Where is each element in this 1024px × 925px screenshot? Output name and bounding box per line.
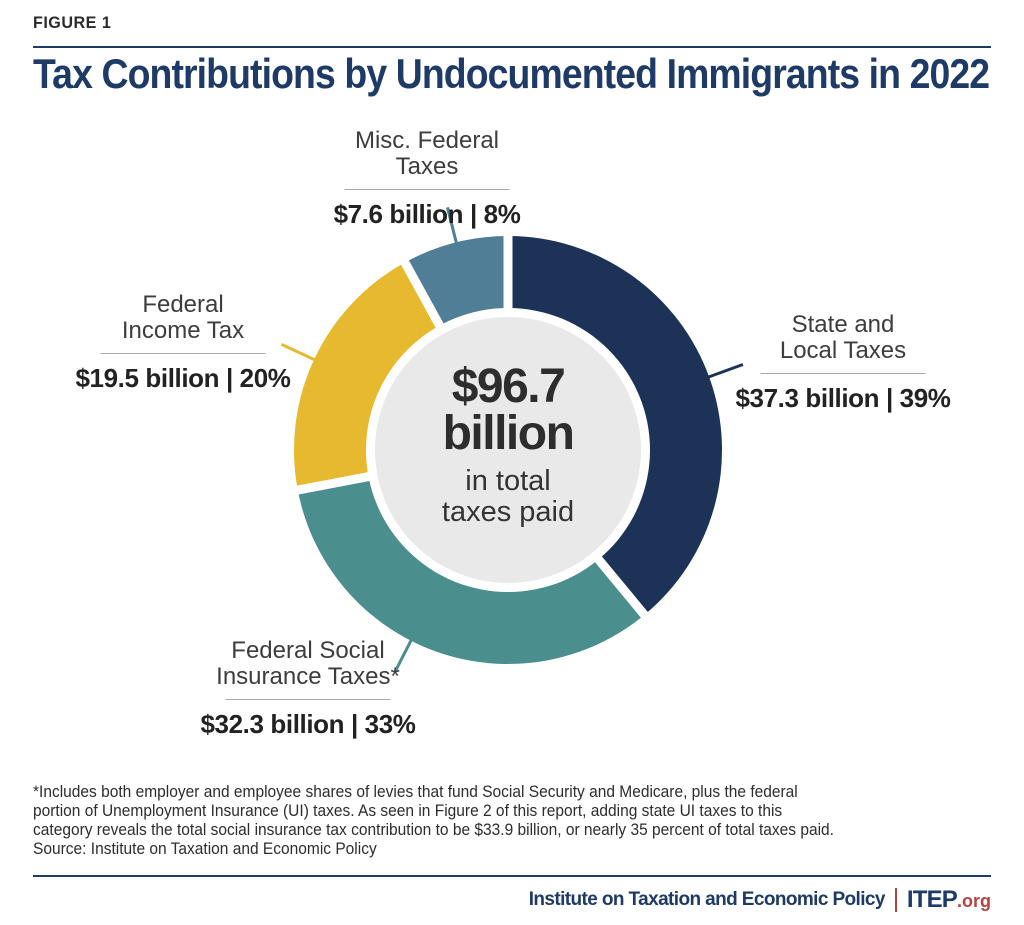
slice-label-state-and-local-taxes: State and Local Taxes $37.3 billion | 39… xyxy=(736,312,951,414)
footnote: *Includes both employer and employee sha… xyxy=(33,783,834,859)
slice-value: $7.6 billion | 8% xyxy=(333,199,521,229)
figure-number-label: FIGURE 1 xyxy=(33,13,112,32)
slice-value: $19.5 billion | 20% xyxy=(75,363,291,393)
footnote-line: portion of Unemployment Insurance (UI) t… xyxy=(33,802,783,820)
label-underline xyxy=(100,353,266,354)
header-divider xyxy=(33,46,991,48)
footnote-line: Source: Institute on Taxation and Econom… xyxy=(33,840,377,858)
leader-line-2 xyxy=(280,342,317,362)
chart-title: Tax Contributions by Undocumented Immigr… xyxy=(33,50,990,97)
slice-name: Misc. Federal Taxes xyxy=(354,127,500,180)
donut-center-disc xyxy=(375,317,641,583)
leader-line-3 xyxy=(446,207,459,245)
slice-value: $32.3 billion | 33% xyxy=(200,709,416,739)
leader-line-1 xyxy=(393,638,414,674)
label-underline xyxy=(760,373,926,374)
itep-logo: ITEP.org xyxy=(906,886,991,913)
label-underline xyxy=(225,699,391,700)
total-value: $96.7 billion xyxy=(442,360,575,460)
footer-separator-bar xyxy=(894,888,897,912)
footer: Institute on Taxation and Economic Polic… xyxy=(529,886,991,914)
slice-label-misc-federal-taxes: Misc. Federal Taxes $7.6 billion | 8% xyxy=(334,128,521,230)
total-caption: in total taxes paid xyxy=(441,465,575,528)
slice-name: Federal Income Tax xyxy=(121,291,245,344)
donut-center-total: $96.7 billion in total taxes paid xyxy=(373,363,643,528)
slice-name: Federal Social Insurance Taxes* xyxy=(216,637,400,690)
slice-label-federal-social-insurance-taxes: Federal Social Insurance Taxes* $32.3 bi… xyxy=(201,638,416,740)
footnote-line: category reveals the total social insura… xyxy=(33,821,834,839)
footnote-line: *Includes both employer and employee sha… xyxy=(33,783,798,801)
slice-name: State and Local Taxes xyxy=(779,311,907,364)
footer-org-name: Institute on Taxation and Economic Polic… xyxy=(528,889,886,910)
label-underline xyxy=(344,189,510,190)
leader-line-0 xyxy=(706,363,744,379)
footer-divider xyxy=(33,875,991,877)
slice-label-federal-income-tax: Federal Income Tax $19.5 billion | 20% xyxy=(76,292,291,394)
slice-value: $37.3 billion | 39% xyxy=(735,383,951,413)
